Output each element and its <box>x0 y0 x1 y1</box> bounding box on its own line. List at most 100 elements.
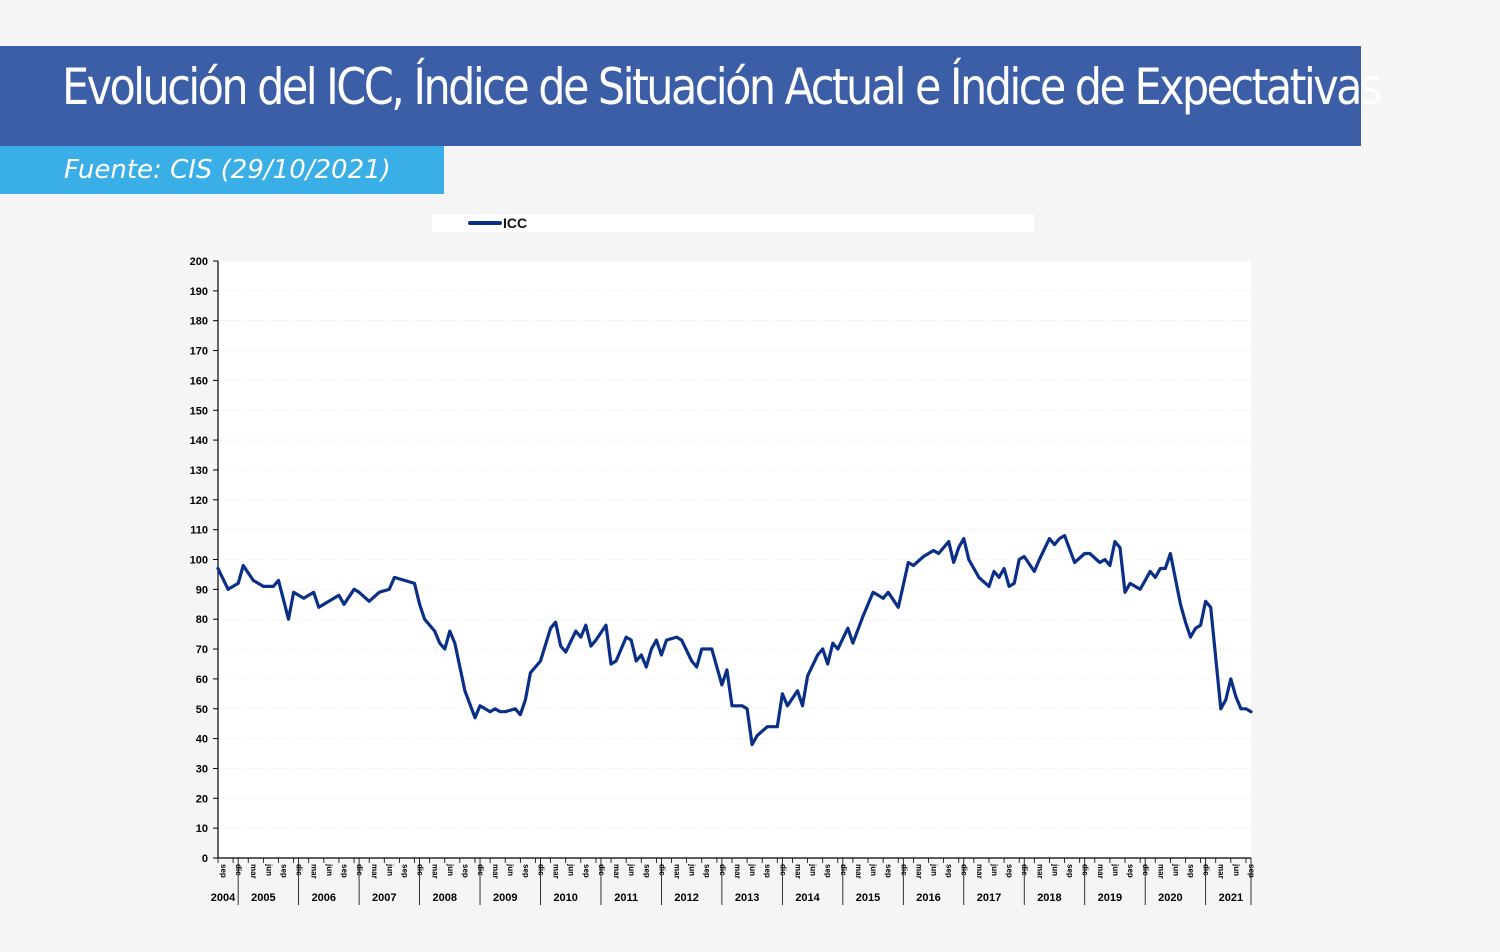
x-year-label: 2006 <box>312 892 336 904</box>
x-year-label: 2017 <box>977 892 1001 904</box>
y-tick-label: 100 <box>190 555 208 567</box>
x-year-label: 2004 <box>211 892 236 904</box>
x-month-label: sep <box>1126 864 1135 878</box>
x-month-label: dic <box>1141 864 1150 876</box>
x-month-label: jun <box>748 863 757 876</box>
legend-swatch-icc <box>468 221 502 225</box>
x-month-label: sep <box>884 864 893 878</box>
x-month-label: jun <box>1232 863 1241 876</box>
x-month-label: jun <box>627 863 636 876</box>
x-month-label: mar <box>249 864 258 879</box>
x-month-label: mar <box>1217 864 1226 879</box>
x-month-label: jun <box>869 863 878 876</box>
x-month-label: sep <box>824 864 833 878</box>
series-line-0 <box>216 534 1253 747</box>
x-month-label: jun <box>325 863 334 876</box>
x-month-label: dic <box>416 864 425 876</box>
x-year-label: 2018 <box>1037 892 1061 904</box>
x-month-label: mar <box>673 864 682 879</box>
x-month-label: sep <box>219 864 228 878</box>
x-month-label: jun <box>506 863 515 876</box>
y-tick-label: 50 <box>196 704 208 716</box>
y-tick-label: 0 <box>202 853 208 865</box>
x-month-label: jun <box>1171 863 1180 876</box>
x-month-label: jun <box>930 863 939 876</box>
x-month-label: mar <box>431 864 440 879</box>
source-bar <box>0 146 444 194</box>
y-tick-label: 90 <box>196 584 208 596</box>
x-month-label: jun <box>446 863 455 876</box>
x-month-label: jun <box>1111 863 1120 876</box>
x-month-label: dic <box>1081 864 1090 876</box>
x-year-label: 2008 <box>433 892 457 904</box>
x-month-label: dic <box>718 864 727 876</box>
y-tick-label: 160 <box>190 375 208 387</box>
x-month-label: mar <box>733 864 742 879</box>
x-month-label: mar <box>914 864 923 879</box>
x-month-label: dic <box>1202 864 1211 876</box>
x-month-label: sep <box>461 864 470 878</box>
x-month-label: dic <box>355 864 364 876</box>
x-month-label: mar <box>552 864 561 879</box>
x-month-label: mar <box>1035 864 1044 879</box>
y-tick-label: 190 <box>190 286 208 298</box>
x-month-label: sep <box>1247 864 1256 878</box>
x-year-label: 2005 <box>251 892 275 904</box>
y-tick-label: 80 <box>196 614 208 626</box>
x-year-label: 2010 <box>553 892 577 904</box>
x-month-label: jun <box>809 863 818 876</box>
x-month-label: sep <box>1066 864 1075 878</box>
legend-item-icc: ICC <box>468 214 527 232</box>
x-month-label: sep <box>400 864 409 878</box>
x-month-label: sep <box>763 864 772 878</box>
x-month-label: sep <box>279 864 288 878</box>
y-tick-label: 150 <box>190 405 208 417</box>
x-month-label: jun <box>264 863 273 876</box>
y-tick-label: 180 <box>190 316 208 328</box>
x-month-label: dic <box>778 864 787 876</box>
x-year-label: 2011 <box>614 892 638 904</box>
y-tick-label: 120 <box>190 495 208 507</box>
x-month-label: dic <box>295 864 304 876</box>
x-month-label: dic <box>1020 864 1029 876</box>
x-month-label: mar <box>1096 864 1105 879</box>
chart-legend: ICC <box>432 214 1034 232</box>
y-tick-label: 30 <box>196 763 208 775</box>
y-tick-label: 40 <box>196 734 208 746</box>
x-month-label: dic <box>657 864 666 876</box>
x-month-label: mar <box>612 864 621 879</box>
y-tick-label: 60 <box>196 674 208 686</box>
x-month-label: mar <box>310 864 319 879</box>
x-month-label: dic <box>536 864 545 876</box>
x-month-label: mar <box>975 864 984 879</box>
x-month-label: mar <box>793 864 802 879</box>
y-tick-label: 200 <box>190 256 208 268</box>
x-month-label: mar <box>854 864 863 879</box>
x-month-label: mar <box>491 864 500 879</box>
x-year-label: 2020 <box>1158 892 1182 904</box>
y-tick-label: 140 <box>190 435 208 447</box>
y-tick-label: 130 <box>190 465 208 477</box>
x-month-label: dic <box>899 864 908 876</box>
x-year-label: 2019 <box>1098 892 1122 904</box>
legend-label-icc: ICC <box>503 215 528 231</box>
x-month-label: jun <box>567 863 576 876</box>
x-month-label: sep <box>945 864 954 878</box>
x-month-label: sep <box>1005 864 1014 878</box>
x-year-label: 2007 <box>372 892 396 904</box>
page-title: Evolución del ICC, Índice de Situación A… <box>62 58 1382 116</box>
x-month-label: dic <box>960 864 969 876</box>
x-month-label: jun <box>990 863 999 876</box>
x-month-label: dic <box>597 864 606 876</box>
x-year-label: 2014 <box>795 892 820 904</box>
source-label: Fuente: CIS (29/10/2021) <box>64 155 391 185</box>
x-month-label: sep <box>340 864 349 878</box>
title-bar <box>0 46 1361 146</box>
x-year-label: 2012 <box>674 892 698 904</box>
x-month-label: jun <box>688 863 697 876</box>
x-month-label: dic <box>234 864 243 876</box>
x-month-label: jun <box>1050 863 1059 876</box>
y-tick-label: 110 <box>190 525 208 537</box>
x-month-label: jun <box>385 863 394 876</box>
x-month-label: mar <box>370 864 379 879</box>
